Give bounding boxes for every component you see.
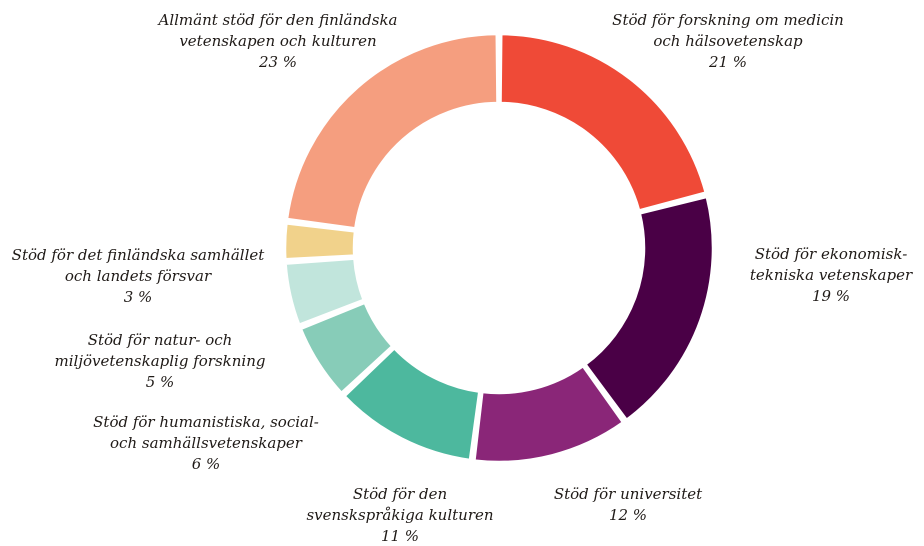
donut-slice-5 <box>284 257 366 327</box>
slice-label-medicin: Stöd för forskning om medicin och hälsov… <box>592 10 864 73</box>
slice-label-text: Stöd för universitet <box>553 485 703 503</box>
slice-value-label: 5 % <box>145 373 175 391</box>
slice-label-text: och samhällsvetenskaper <box>110 434 302 452</box>
slice-label-text: Stöd för natur- och <box>87 331 233 349</box>
slice-label-ekonomisk: Stöd för ekonomisk- tekniska vetenskaper… <box>738 244 924 307</box>
slice-label-text: miljövetenskaplig forskning <box>54 352 266 370</box>
slice-label-samhallet: Stöd för det finländska samhället och la… <box>0 245 276 308</box>
slice-value-label: 3 % <box>123 288 153 306</box>
slice-label-universitet: Stöd för universitet 12 % <box>528 484 728 526</box>
slice-label-text: svenskspråkiga kulturen <box>306 506 494 524</box>
slice-value-label: 21 % <box>708 53 748 71</box>
donut-slice-4 <box>299 301 395 395</box>
slice-label-svenskspraakiga: Stöd för den svenskspråkiga kulturen 11 … <box>300 484 500 546</box>
slice-label-humanistiska: Stöd för humanistiska, social- och samhä… <box>70 412 342 475</box>
donut-slice-6 <box>283 222 357 261</box>
slice-label-text: vetenskapen och kulturen <box>179 32 377 50</box>
donut-slice-3 <box>342 346 481 462</box>
slice-label-text: Stöd för forskning om medicin <box>612 11 844 29</box>
slice-label-text: Stöd för ekonomisk- <box>754 245 908 263</box>
slice-label-text: Allmänt stöd för den finländska <box>158 11 398 29</box>
slice-label-text: Stöd för den <box>352 485 448 503</box>
slice-label-natur: Stöd för natur- och miljövetenskaplig fo… <box>40 330 280 393</box>
donut-slice-2 <box>473 364 625 464</box>
donut-slice-1 <box>583 195 715 422</box>
slice-value-label: 23 % <box>258 53 298 71</box>
donut-slice-7 <box>285 32 499 230</box>
slice-label-allmant: Allmänt stöd för den finländska vetenska… <box>140 10 416 73</box>
slice-label-text: och hälsovetenskap <box>653 32 803 50</box>
slice-label-text: Stöd för humanistiska, social- <box>93 413 319 431</box>
slice-label-text: tekniska vetenskaper <box>749 266 913 284</box>
slice-value-label: 11 % <box>380 527 420 545</box>
slice-label-text: Stöd för det finländska samhället <box>11 246 265 264</box>
slice-value-label: 6 % <box>191 455 221 473</box>
slice-value-label: 19 % <box>811 287 851 305</box>
slice-value-label: 12 % <box>608 506 648 524</box>
slice-label-text: och landets försvar <box>64 267 212 285</box>
donut-slice-0 <box>499 32 708 213</box>
